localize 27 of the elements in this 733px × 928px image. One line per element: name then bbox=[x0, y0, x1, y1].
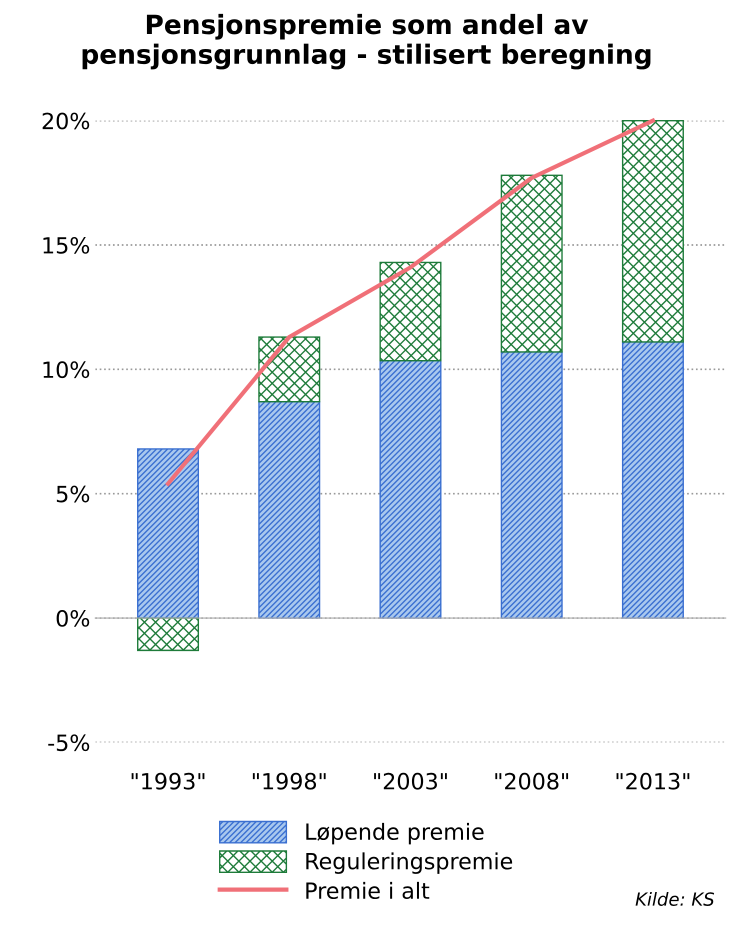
bar bbox=[258, 336, 320, 402]
bar bbox=[379, 360, 442, 619]
line-series bbox=[166, 118, 656, 486]
bar bbox=[258, 400, 320, 619]
y-tick-label: 5% bbox=[56, 486, 90, 502]
legend-label: Løpende premie bbox=[306, 822, 484, 844]
x-tick-label: "1993" bbox=[132, 772, 204, 790]
bar bbox=[137, 448, 200, 619]
bar bbox=[622, 341, 684, 619]
x-tick-label: "2003" bbox=[374, 772, 447, 790]
chart-title: Pensjonspremie som andel av pensjonsgrunnlag - stilisert beregning bbox=[82, 14, 650, 70]
y-tick-label: 20% bbox=[42, 112, 90, 130]
bar bbox=[500, 351, 563, 619]
legend-label: Premie i alt bbox=[306, 882, 430, 900]
x-tick-label: "2008" bbox=[495, 772, 568, 790]
y-tick-label: 15% bbox=[43, 236, 90, 254]
y-tick-label: 10% bbox=[43, 361, 90, 378]
bar bbox=[137, 617, 200, 652]
y-tick-label: -5% bbox=[48, 734, 90, 752]
bar bbox=[622, 120, 684, 343]
x-tick-label: "2013" bbox=[616, 772, 690, 790]
legend-label: Reguleringspremie bbox=[306, 852, 512, 874]
bar bbox=[379, 262, 442, 362]
y-tick-label: 0% bbox=[56, 610, 90, 627]
text: Kilde: KS bbox=[636, 892, 714, 906]
x-tick-label: "1998" bbox=[252, 772, 326, 790]
bar bbox=[500, 174, 563, 353]
